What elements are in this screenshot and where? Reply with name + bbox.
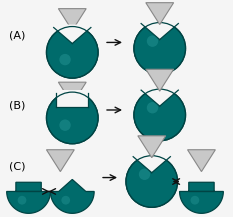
Circle shape — [18, 196, 26, 205]
Polygon shape — [50, 179, 94, 213]
Polygon shape — [7, 182, 50, 213]
Polygon shape — [180, 182, 223, 213]
Circle shape — [147, 35, 158, 47]
Circle shape — [46, 26, 98, 78]
Polygon shape — [146, 3, 174, 25]
Polygon shape — [188, 150, 215, 172]
Polygon shape — [141, 21, 178, 39]
Circle shape — [46, 92, 98, 144]
Circle shape — [191, 196, 199, 205]
Circle shape — [147, 102, 158, 113]
Polygon shape — [141, 87, 178, 106]
Circle shape — [139, 169, 150, 180]
Circle shape — [59, 120, 71, 131]
Polygon shape — [146, 69, 174, 91]
Circle shape — [59, 54, 71, 65]
Polygon shape — [56, 90, 88, 107]
Polygon shape — [58, 9, 86, 31]
Polygon shape — [58, 82, 86, 104]
Circle shape — [126, 156, 178, 207]
Polygon shape — [46, 150, 74, 172]
Text: (A): (A) — [9, 31, 25, 41]
Circle shape — [61, 196, 70, 205]
Polygon shape — [133, 154, 170, 173]
Polygon shape — [54, 25, 91, 44]
Text: (C): (C) — [9, 162, 25, 172]
Polygon shape — [138, 136, 166, 158]
Text: (B): (B) — [9, 100, 25, 110]
Circle shape — [134, 23, 185, 74]
Circle shape — [134, 89, 185, 141]
